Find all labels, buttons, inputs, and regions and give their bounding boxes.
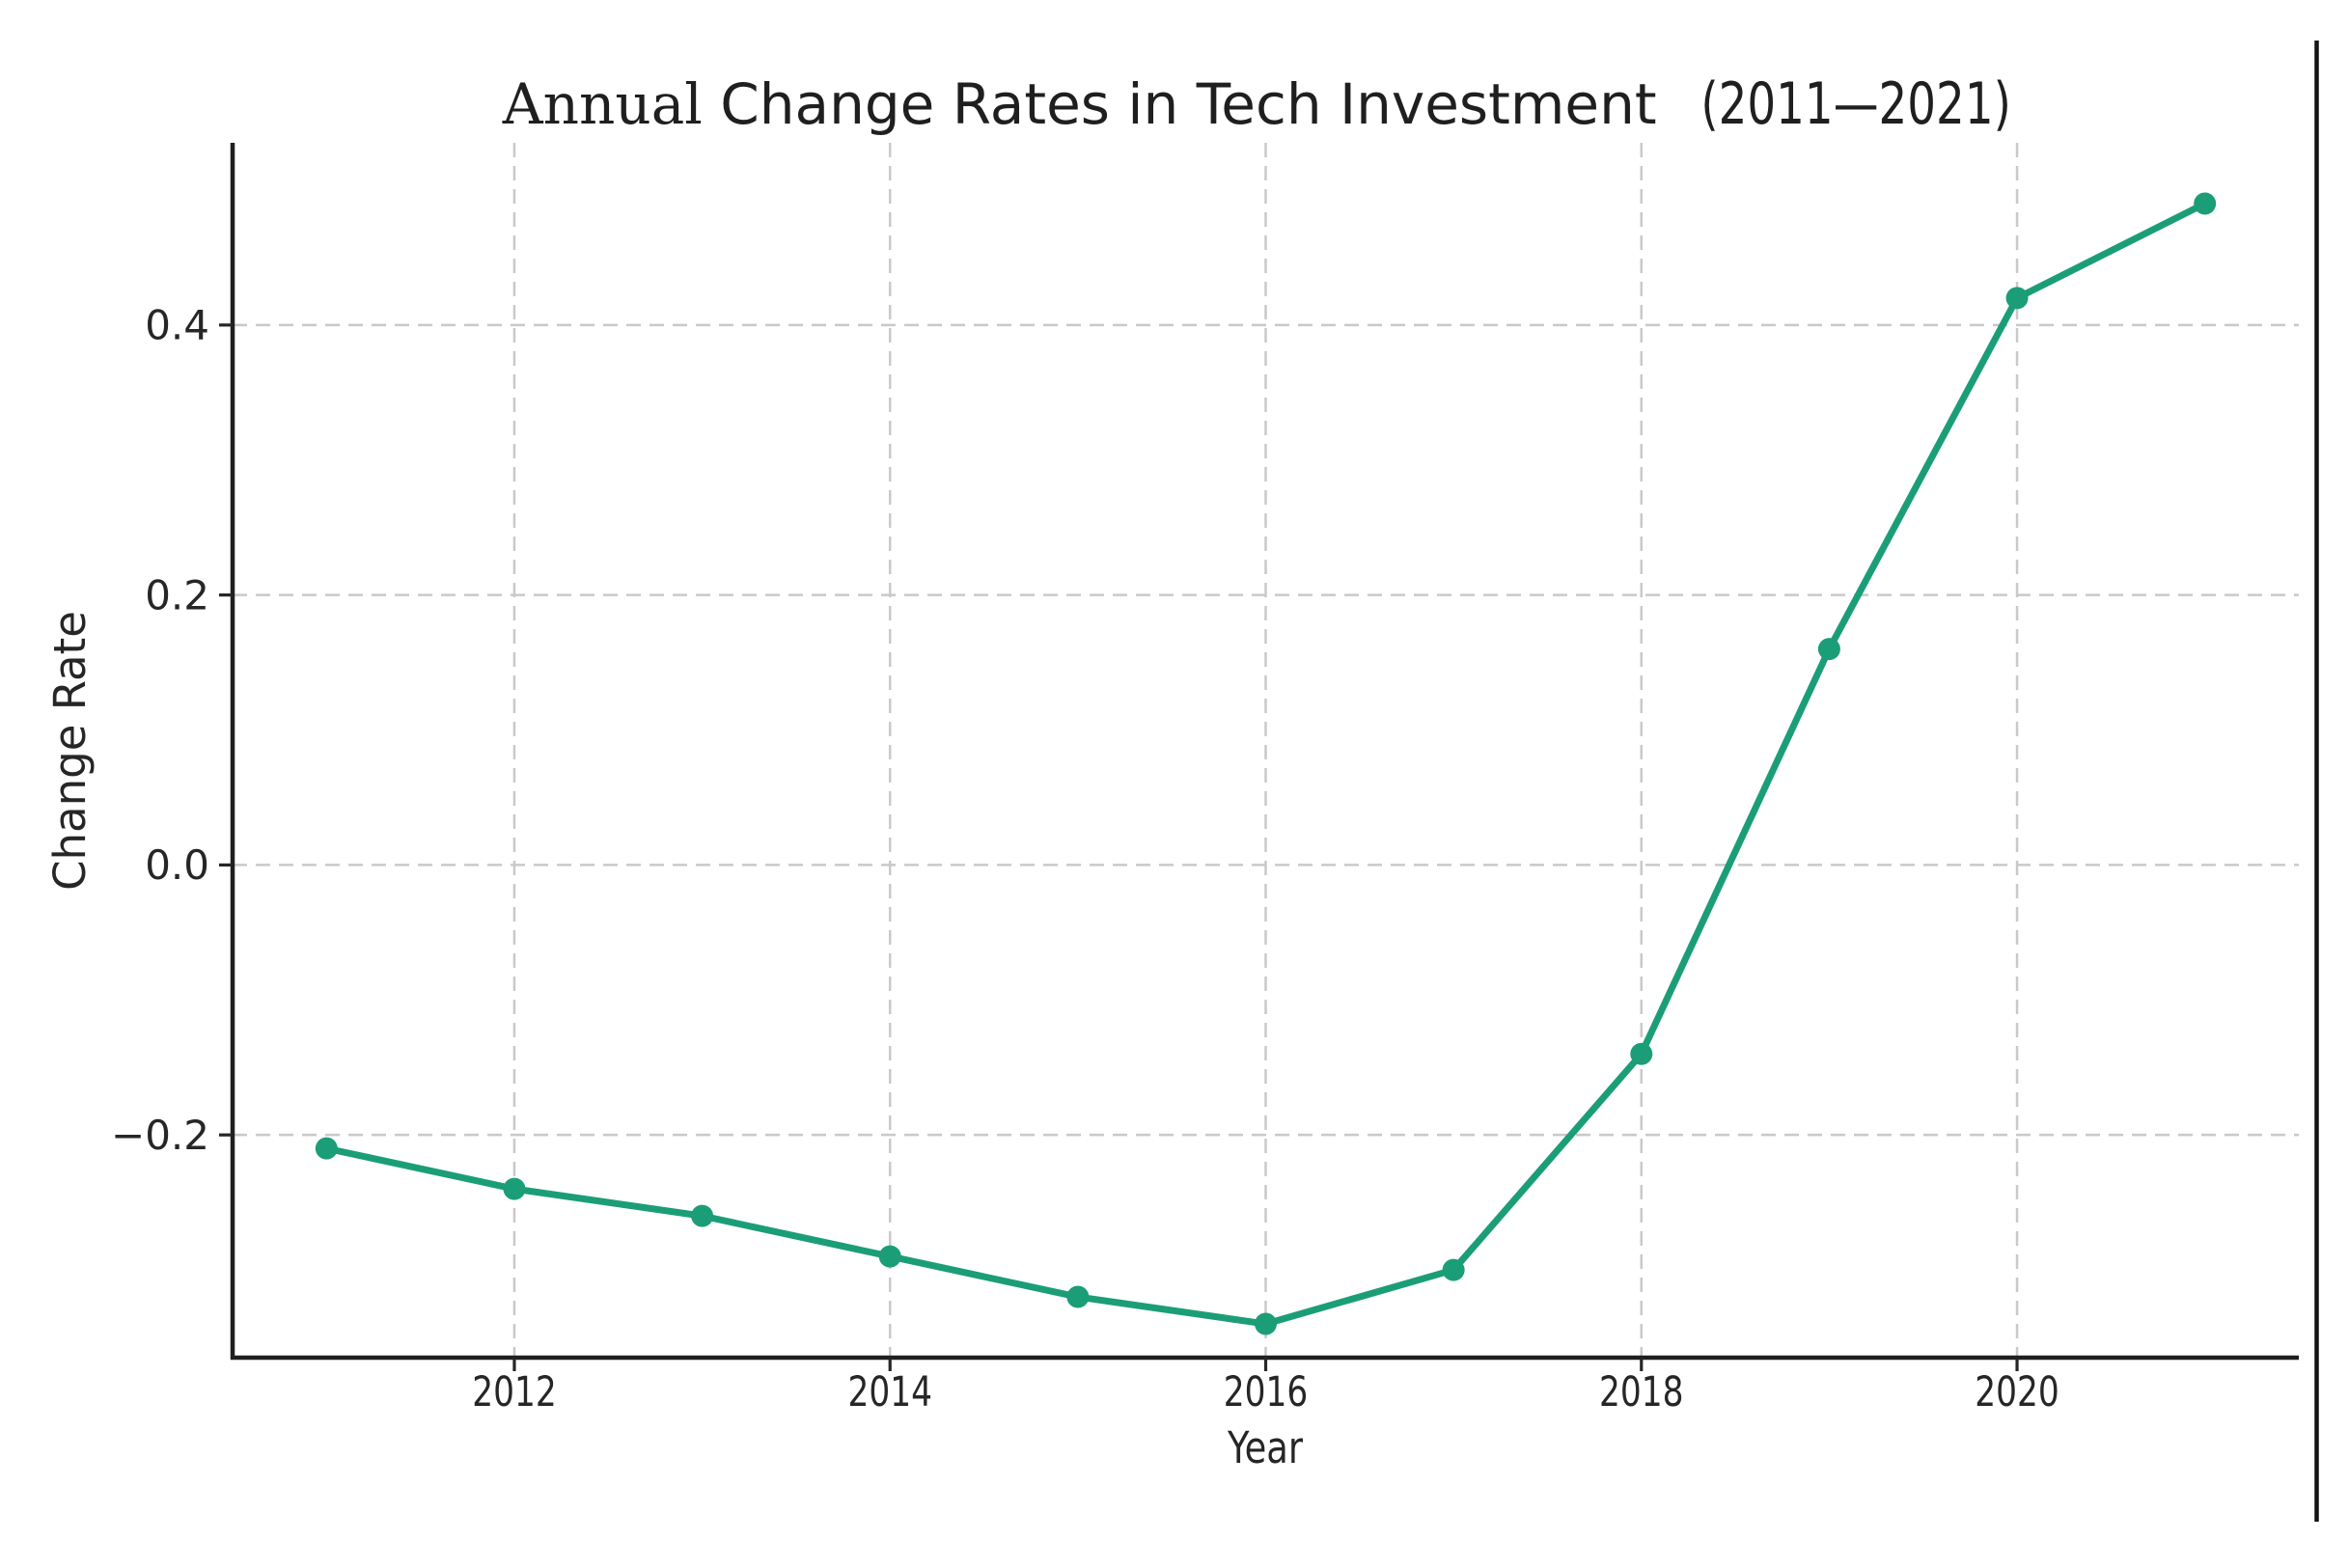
chart-title-part-sans: Change Rates in Tech Investment [702, 71, 1675, 137]
data-point-marker [1817, 638, 1840, 661]
x-axis-label: Year [1227, 1422, 1303, 1472]
y-tick-label: 0.4 [145, 302, 209, 349]
data-point-marker [2194, 192, 2217, 215]
chart-title-part-serif: Annual [502, 71, 703, 137]
chart-title-part-condensed: (2011—2021) [1700, 70, 2011, 138]
data-point-marker [691, 1204, 714, 1227]
data-point-marker [1442, 1258, 1465, 1281]
y-tick-label: −0.2 [111, 1112, 209, 1159]
data-point-marker [1630, 1042, 1653, 1065]
chart-title: Annual Change Rates in Tech Investment (… [233, 71, 2299, 138]
data-point-marker [1066, 1285, 1090, 1308]
data-point-marker [315, 1137, 338, 1160]
x-tick-label: 2014 [847, 1368, 932, 1417]
gridlines [233, 143, 2299, 1358]
data-point-marker [2005, 287, 2029, 310]
x-tick-label: 2020 [1975, 1368, 2059, 1417]
series-line [322, 200, 2209, 1328]
data-point-marker [503, 1177, 526, 1200]
data-point-marker [1255, 1312, 1277, 1335]
x-tick-label: 2018 [1599, 1368, 1684, 1417]
y-tick-label: 0.2 [145, 571, 209, 619]
y-tick-labels: 0.4 0.2 0.0 −0.2 [111, 302, 209, 1159]
data-point-marker [878, 1245, 901, 1268]
data-series [315, 192, 2217, 1335]
x-tick-label: 2012 [472, 1368, 557, 1417]
y-tick-label: 0.0 [145, 841, 209, 889]
x-tick-label: 2016 [1224, 1368, 1309, 1417]
axis-ticks [219, 323, 2019, 1371]
x-tick-labels: 2012 2014 2016 2018 2020 [472, 1368, 2059, 1417]
y-axis-label: Change Rate [44, 611, 96, 891]
